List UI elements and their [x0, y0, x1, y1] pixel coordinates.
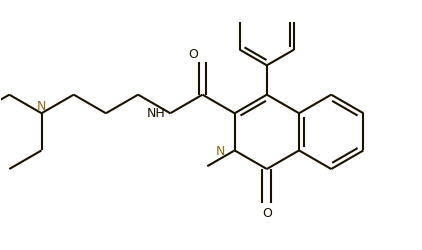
Text: N: N [37, 100, 46, 113]
Text: O: O [262, 206, 272, 219]
Text: NH: NH [146, 106, 165, 119]
Text: N: N [216, 144, 225, 157]
Text: O: O [189, 48, 198, 61]
